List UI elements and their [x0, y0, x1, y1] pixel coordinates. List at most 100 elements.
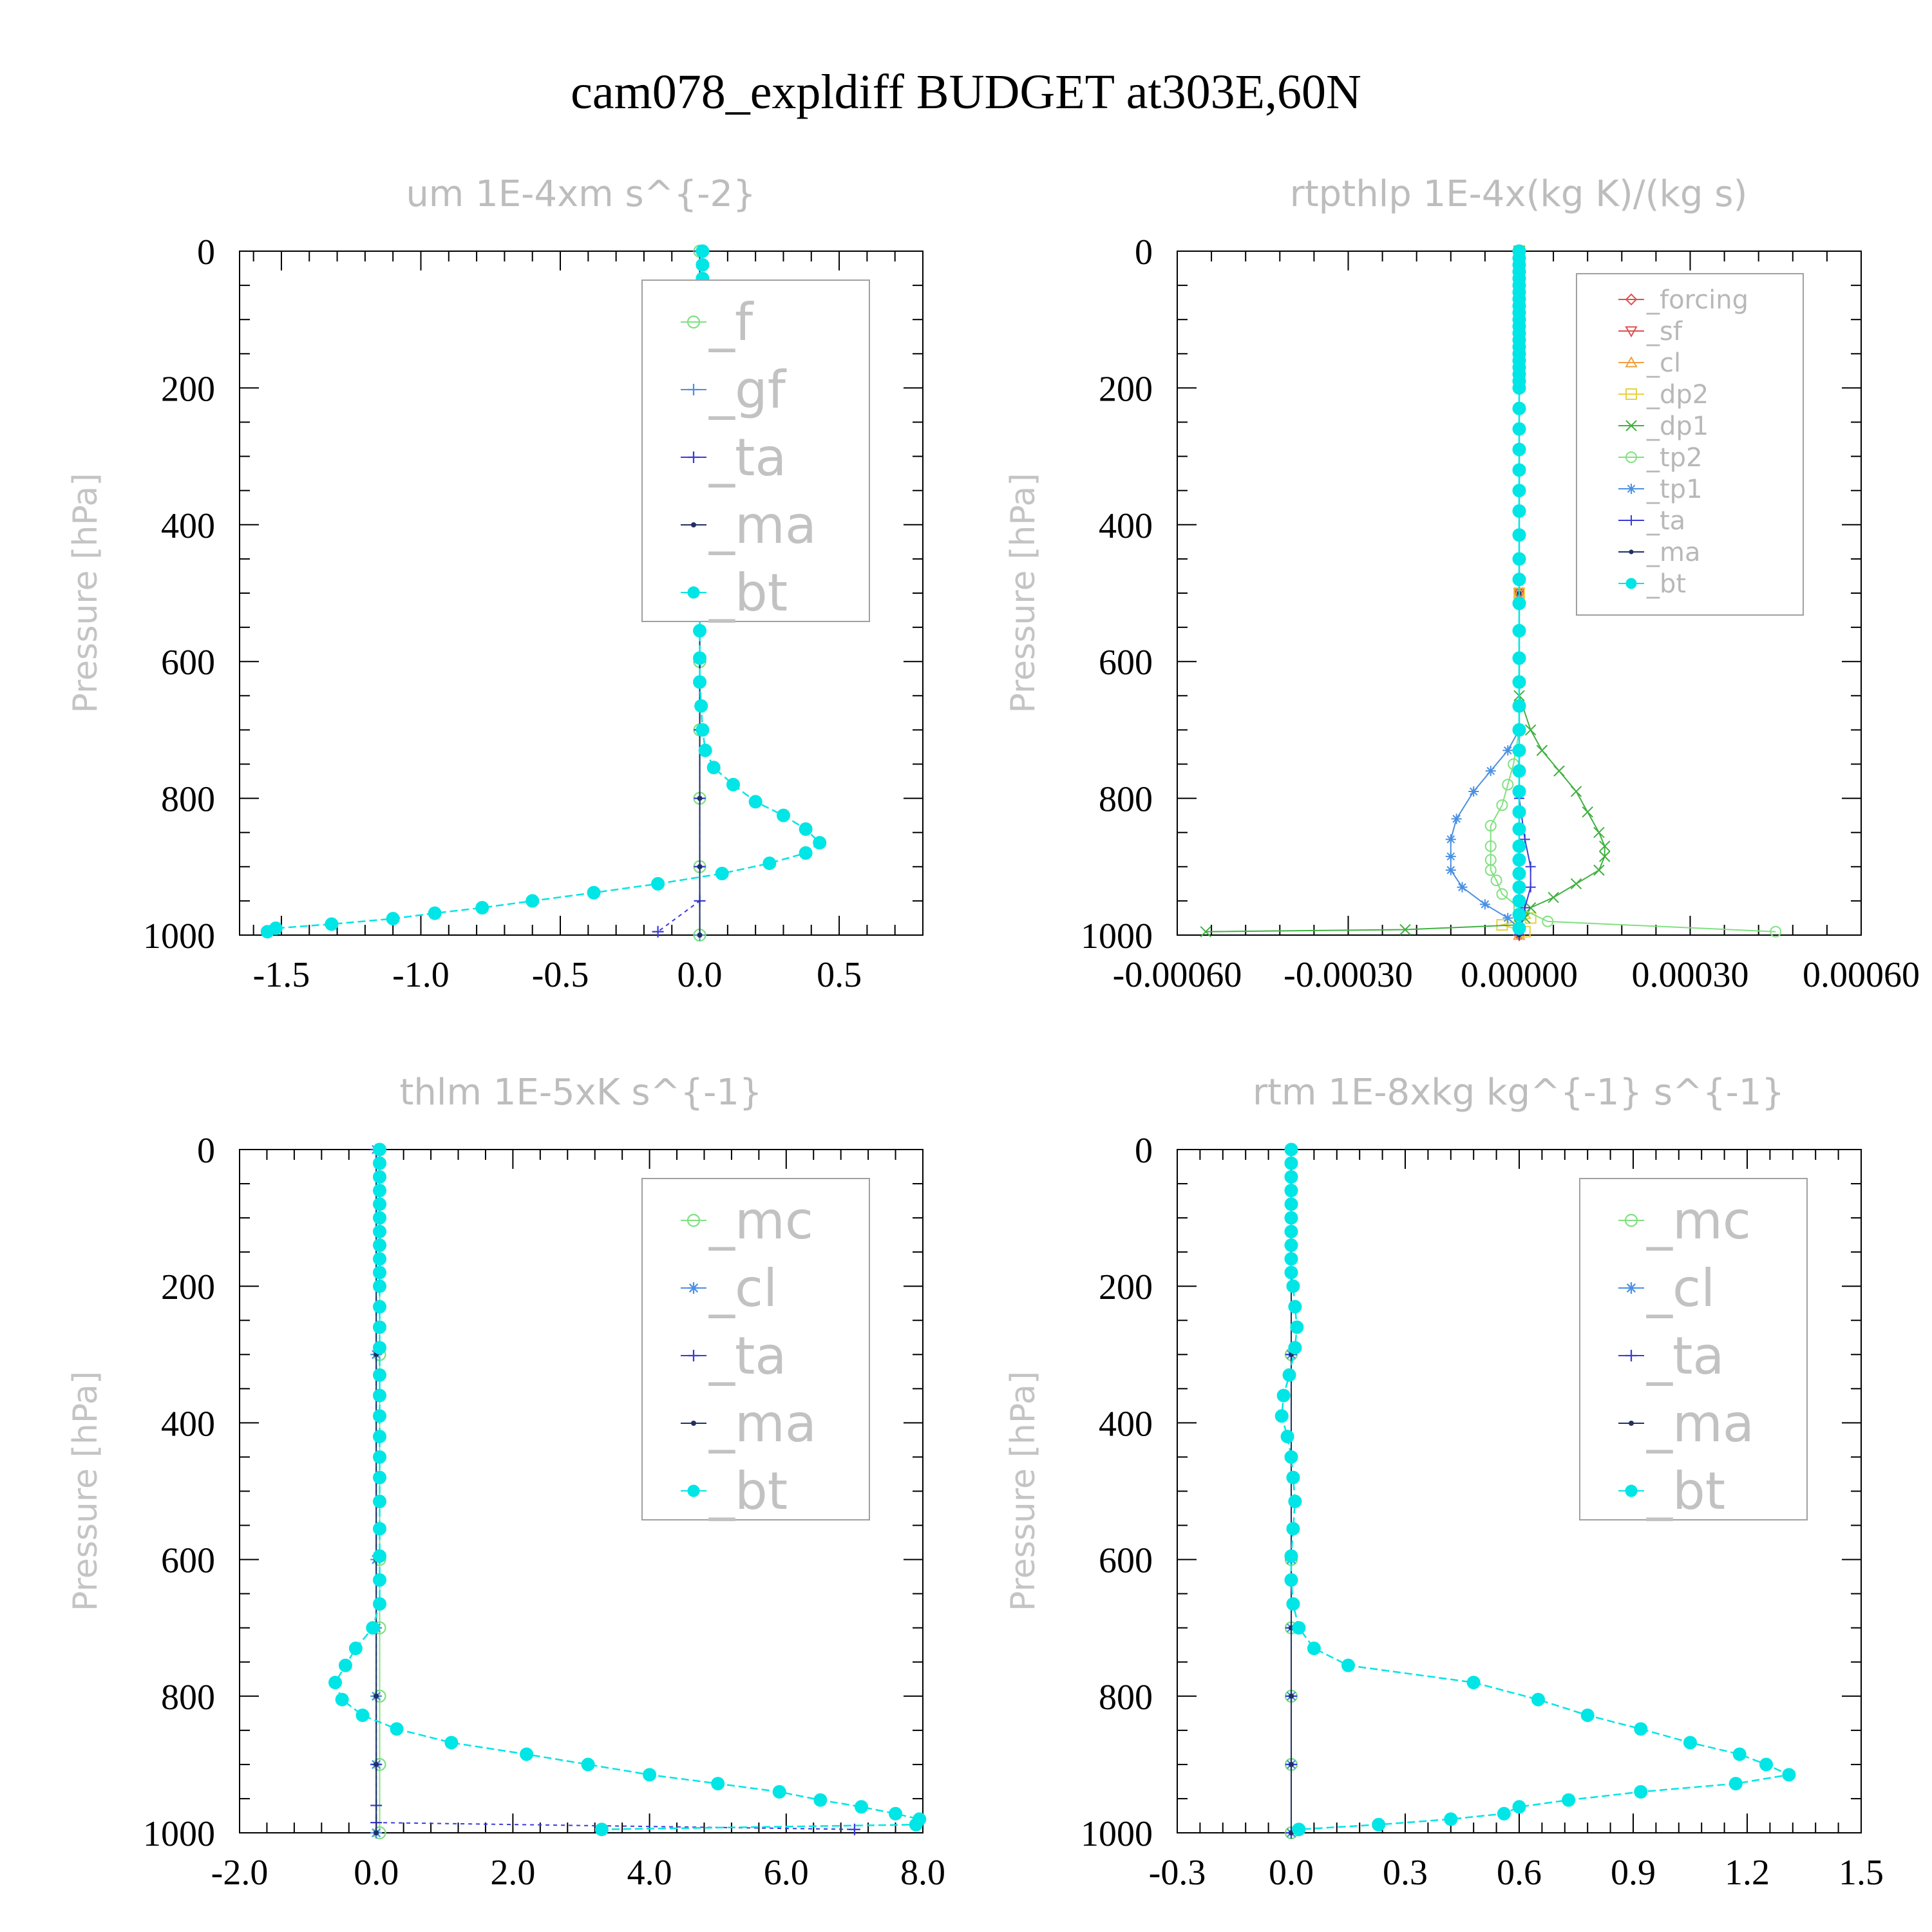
data-point	[1542, 915, 1554, 927]
y-tick-label: 1000	[1081, 1814, 1153, 1854]
data-point	[1580, 1709, 1595, 1723]
data-point	[1512, 805, 1526, 819]
legend-marker	[688, 384, 699, 395]
x-tick-label: 1.5	[1839, 1853, 1884, 1893]
data-point	[652, 925, 664, 938]
data-point	[1284, 1170, 1298, 1184]
data-point	[1444, 1812, 1458, 1826]
legend-label: _dp2	[1646, 380, 1709, 410]
data-point	[1512, 822, 1526, 836]
y-axis-label: Pressure [hPa]	[66, 1371, 105, 1611]
data-point	[1782, 1768, 1796, 1782]
y-tick-label: 600	[161, 1541, 215, 1581]
y-tick-label: 800	[1099, 780, 1153, 820]
data-point	[1599, 840, 1611, 852]
data-point	[1200, 925, 1211, 938]
data-point	[1759, 1757, 1773, 1772]
data-point	[1525, 882, 1536, 893]
data-point	[776, 808, 790, 822]
data-point	[1570, 786, 1582, 797]
data-point	[1457, 882, 1468, 893]
data-point	[348, 1642, 363, 1656]
data-point	[1553, 765, 1565, 777]
data-point	[1634, 1785, 1648, 1799]
legend-label: _ma	[708, 1394, 817, 1454]
data-point	[772, 1785, 786, 1799]
data-point	[1634, 1722, 1648, 1736]
y-tick-label: 200	[161, 369, 215, 409]
x-tick-label: 0.0	[677, 955, 723, 995]
x-tick-label: 0.9	[1611, 1853, 1656, 1893]
x-tick-label: -0.00060	[1113, 955, 1242, 995]
y-tick-label: 200	[161, 1267, 215, 1307]
legend-marker	[1626, 484, 1636, 494]
data-point	[373, 1341, 387, 1355]
data-point	[1548, 891, 1559, 904]
legend-marker	[1625, 420, 1637, 431]
data-point	[697, 932, 703, 938]
data-point	[697, 795, 703, 801]
data-point	[1512, 422, 1526, 436]
data-point	[909, 1817, 923, 1832]
data-point	[373, 1224, 387, 1238]
data-point	[1524, 912, 1537, 924]
x-tick-label: 6.0	[764, 1853, 809, 1893]
data-point	[1445, 851, 1456, 862]
data-point	[1502, 745, 1513, 756]
data-point	[1284, 1265, 1298, 1280]
y-axis-label: Pressure [hPa]	[1004, 473, 1043, 714]
y-tick-label: 200	[1099, 1267, 1153, 1307]
legend-label: _sf	[1646, 317, 1683, 346]
legend-label: _gf	[708, 360, 787, 420]
data-point	[1593, 826, 1605, 838]
legend-marker	[690, 522, 697, 528]
y-tick-label: 400	[161, 1404, 215, 1444]
data-point	[711, 1777, 725, 1791]
data-point	[1512, 866, 1526, 880]
data-point	[594, 1823, 609, 1837]
chart-panel-2: rtpthlp 1E-4x(kg K)/(kg s) Pressure [hPa]…	[1004, 173, 1920, 995]
y-tick-label: 0	[1135, 1131, 1153, 1171]
data-point	[1479, 899, 1490, 910]
data-point	[1490, 875, 1502, 887]
data-point	[1512, 853, 1526, 867]
data-point	[813, 1793, 828, 1807]
data-point	[1562, 1793, 1576, 1807]
data-point	[475, 901, 489, 915]
x-tick-label: 0.00000	[1461, 955, 1578, 995]
data-point	[374, 1761, 379, 1767]
legend-box	[1576, 273, 1804, 616]
data-point	[1582, 806, 1593, 818]
data-point	[1512, 764, 1526, 778]
data-point	[1451, 813, 1462, 824]
data-point	[1485, 766, 1496, 777]
data-point	[373, 1300, 387, 1314]
legend-marker	[1629, 549, 1634, 554]
data-point	[373, 1156, 387, 1170]
data-point	[1599, 851, 1611, 862]
x-tick-label: 0.00060	[1803, 955, 1920, 995]
x-tick-label: -0.3	[1149, 1853, 1206, 1893]
y-tick-label: 0	[197, 1131, 215, 1171]
x-tick-label: 0.6	[1497, 1853, 1542, 1893]
data-point	[1292, 1823, 1306, 1837]
legend-marker	[688, 1350, 699, 1361]
legend-box	[1579, 1178, 1808, 1520]
legend-marker	[687, 1213, 701, 1227]
data-point	[373, 1238, 387, 1253]
data-point	[1286, 1470, 1300, 1484]
series-bt	[1274, 1142, 1796, 1837]
y-tick-label: 800	[1099, 1678, 1153, 1718]
data-point	[848, 1823, 860, 1835]
series-bt	[1512, 244, 1526, 935]
data-point	[328, 1676, 343, 1690]
y-tick-label: 400	[1099, 1404, 1153, 1444]
data-point	[1512, 784, 1526, 799]
legend-box	[641, 279, 870, 622]
data-point	[526, 894, 540, 908]
legend-label: _cl	[1646, 348, 1681, 378]
data-point	[1284, 1184, 1298, 1198]
panel-title: thlm 1E-5xK s^{-1}	[399, 1072, 762, 1113]
data-point	[1286, 1279, 1300, 1293]
chart-panel-4: rtm 1E-8xkg kg^{-1} s^{-1} Pressure [hPa]…	[1004, 1072, 1884, 1893]
